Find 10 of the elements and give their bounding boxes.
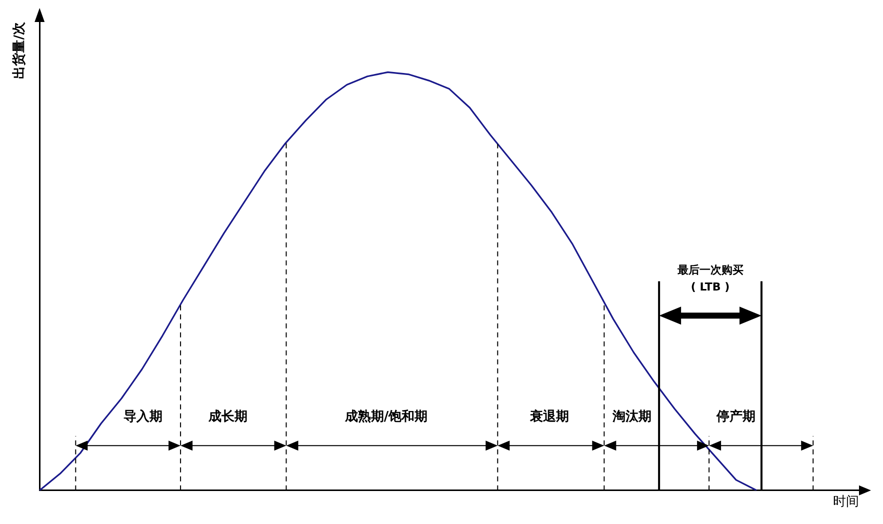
annotation: 成熟期/饱和期 [344, 408, 428, 425]
annotation: 成长期 [208, 410, 248, 425]
annotation: 最后一次购买 [676, 264, 744, 277]
annotation: 停产期 [716, 408, 756, 425]
x-axis-title: 时间 [833, 494, 859, 510]
annotation: 导入期 [123, 408, 162, 425]
annotation: 淘汰期 [612, 410, 652, 425]
annotation: ( LTB ) [690, 280, 730, 294]
annotation: 衰退期 [528, 408, 569, 425]
y-axis-title: 出货量/次 [11, 21, 28, 79]
